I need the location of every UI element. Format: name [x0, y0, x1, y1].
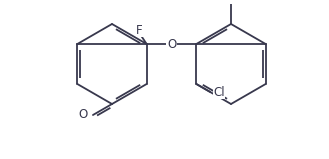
Text: O: O — [79, 108, 88, 121]
Text: O: O — [167, 38, 176, 51]
Text: Cl: Cl — [213, 86, 225, 98]
Text: F: F — [136, 24, 143, 37]
Text: N: N — [227, 0, 235, 3]
